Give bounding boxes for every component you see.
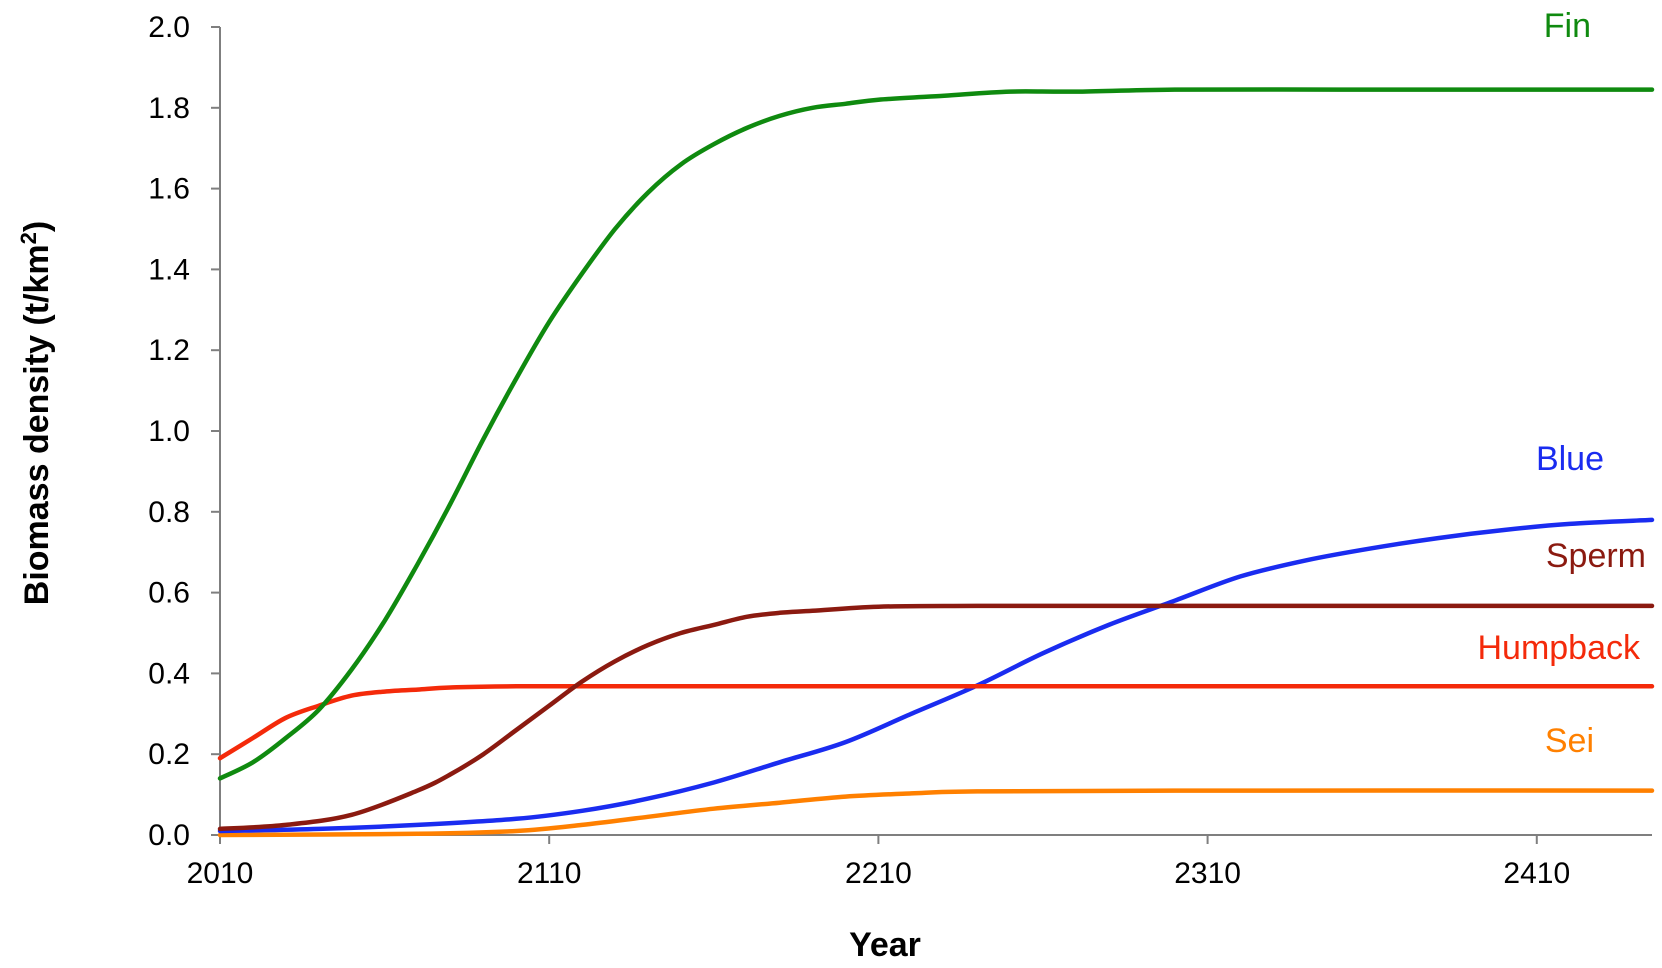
series-line-sei bbox=[217, 788, 1655, 838]
y-tick-label: 0.2 bbox=[148, 738, 190, 771]
x-tick-label: 2210 bbox=[845, 857, 912, 890]
y-tick-label: 1.8 bbox=[148, 92, 190, 125]
x-tick-label: 2010 bbox=[187, 857, 254, 890]
y-axis-title-superscript: 2 bbox=[16, 232, 41, 244]
y-tick-label: 0.6 bbox=[148, 577, 190, 610]
y-tick-label: 0.4 bbox=[148, 657, 190, 690]
y-tick-label: 1.4 bbox=[148, 253, 190, 286]
series-label-humpback: Humpback bbox=[1477, 629, 1641, 667]
series-line-fin bbox=[217, 87, 1655, 781]
series-label-fin: Fin bbox=[1544, 7, 1591, 45]
y-tick-label: 0.0 bbox=[148, 819, 190, 852]
series-lines bbox=[217, 87, 1655, 838]
series-line-humpback bbox=[217, 683, 1655, 761]
y-tick-label: 1.2 bbox=[148, 334, 190, 367]
y-axis-title: Biomass density (t/km2) bbox=[16, 221, 56, 605]
x-axis: 2010 2110 2210 2310 2410 bbox=[187, 834, 1652, 890]
series-label-sei: Sei bbox=[1545, 722, 1594, 760]
y-axis-title-main: Biomass density (t/km bbox=[18, 244, 56, 605]
x-tick-label: 2310 bbox=[1174, 857, 1241, 890]
x-tick-label: 2110 bbox=[517, 857, 582, 890]
series-label-sperm: Sperm bbox=[1546, 537, 1646, 575]
y-axis-title-close: ) bbox=[18, 221, 56, 232]
series-label-blue: Blue bbox=[1536, 440, 1604, 478]
y-tick-label: 1.0 bbox=[148, 415, 190, 448]
series-labels: Fin Blue Sperm Humpback Sei bbox=[1477, 7, 1646, 760]
y-tick-label: 2.0 bbox=[148, 11, 190, 44]
x-axis-title: Year bbox=[849, 926, 921, 964]
y-tick-label: 0.8 bbox=[148, 496, 190, 529]
y-tick-label: 1.6 bbox=[148, 173, 190, 206]
y-axis: 0.0 0.2 0.4 0.6 0.8 1.0 1.2 1.4 1.6 1.8 2.0 bbox=[148, 11, 221, 852]
x-tick-label: 2410 bbox=[1503, 857, 1570, 890]
series-line-sperm bbox=[217, 603, 1655, 832]
